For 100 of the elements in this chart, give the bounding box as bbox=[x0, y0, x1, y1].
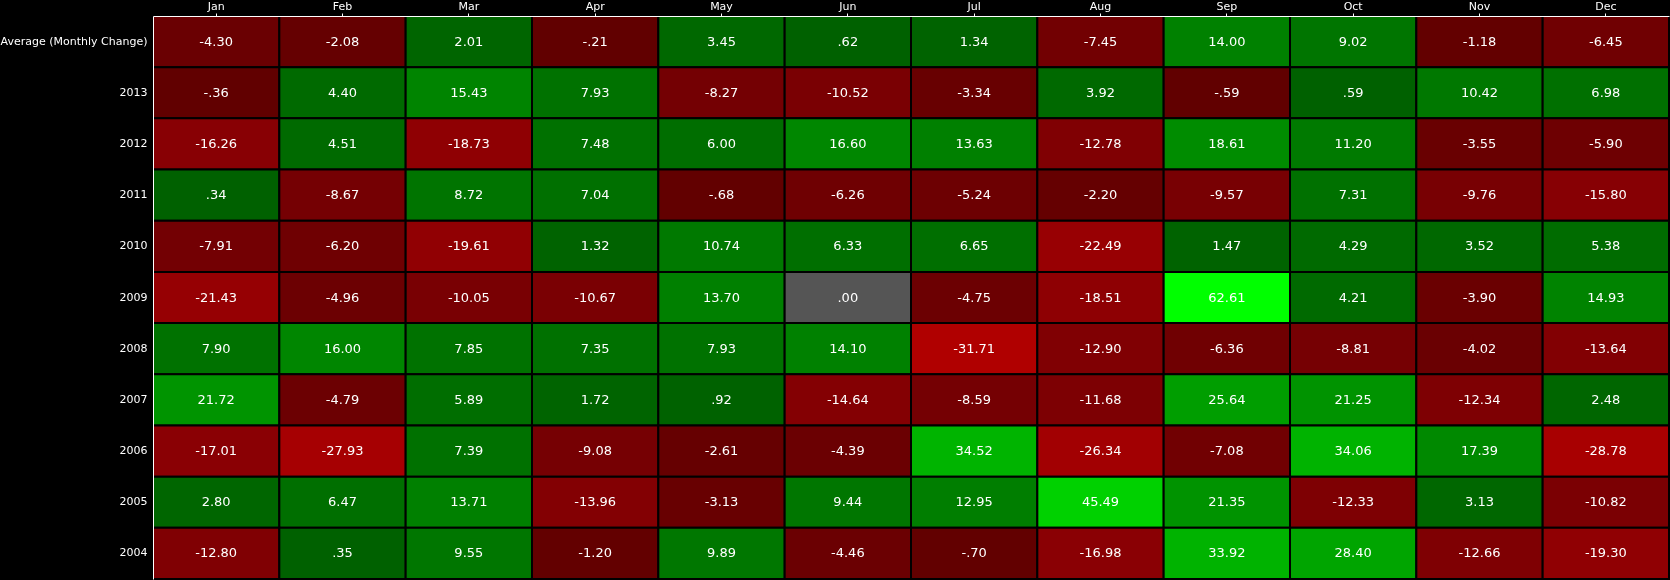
x-tick-label: Jul bbox=[966, 0, 981, 13]
data-label: 1.47 bbox=[1212, 238, 1242, 254]
data-label: 4.29 bbox=[1338, 238, 1368, 254]
data-label: 4.21 bbox=[1338, 289, 1368, 305]
data-label: -19.30 bbox=[1584, 545, 1627, 561]
data-label: -16.98 bbox=[1079, 545, 1122, 561]
data-label: -.68 bbox=[708, 187, 735, 203]
data-label: -8.27 bbox=[704, 84, 739, 100]
data-label: 5.89 bbox=[454, 391, 484, 407]
x-tick-label: Jan bbox=[206, 0, 225, 13]
data-label: -6.26 bbox=[831, 187, 865, 203]
data-label: 11.20 bbox=[1334, 135, 1372, 151]
y-tick-label: 2009 bbox=[119, 290, 148, 304]
data-label: .59 bbox=[1342, 84, 1364, 100]
data-label: 7.04 bbox=[580, 187, 610, 203]
data-label: .92 bbox=[711, 391, 732, 407]
data-label: -10.67 bbox=[574, 289, 617, 305]
data-label: -9.57 bbox=[1210, 187, 1244, 203]
x-tick-label: Nov bbox=[1468, 0, 1491, 13]
data-label: -19.61 bbox=[447, 238, 490, 254]
data-label: 7.48 bbox=[580, 135, 610, 151]
data-label: 14.00 bbox=[1208, 33, 1246, 49]
y-tick-label: 2006 bbox=[119, 444, 148, 458]
data-label: 28.40 bbox=[1334, 545, 1372, 561]
data-label: 16.00 bbox=[323, 340, 362, 356]
data-label: 33.92 bbox=[1208, 545, 1246, 561]
data-label: -3.55 bbox=[1462, 135, 1497, 151]
data-label: -.36 bbox=[203, 84, 229, 100]
data-label: 3.13 bbox=[1465, 494, 1494, 510]
data-label: 8.72 bbox=[454, 187, 484, 203]
data-label: -10.05 bbox=[447, 289, 490, 305]
data-label: .00 bbox=[837, 289, 859, 305]
x-tick-label: Feb bbox=[332, 0, 353, 13]
data-label: 10.74 bbox=[702, 238, 741, 254]
data-label: -31.71 bbox=[953, 340, 996, 356]
data-label: 12.95 bbox=[955, 494, 993, 510]
data-label: 9.02 bbox=[1338, 33, 1368, 49]
x-tick-label: Apr bbox=[585, 0, 606, 13]
data-label: -11.68 bbox=[1079, 391, 1122, 407]
data-label: -15.80 bbox=[1584, 187, 1627, 203]
data-label: 2.80 bbox=[201, 494, 231, 510]
data-label: 10.42 bbox=[1460, 84, 1499, 100]
data-label: -4.39 bbox=[831, 443, 865, 459]
y-tick-label: 2008 bbox=[119, 341, 148, 355]
data-label: -4.02 bbox=[1462, 340, 1497, 356]
data-label: 62.61 bbox=[1208, 289, 1246, 305]
x-tick-label: Jun bbox=[838, 0, 857, 13]
data-label: -12.78 bbox=[1079, 135, 1122, 151]
data-label: 21.72 bbox=[197, 391, 235, 407]
data-label: 3.45 bbox=[707, 33, 736, 49]
data-label: 9.55 bbox=[454, 545, 484, 561]
data-label: -3.90 bbox=[1462, 289, 1497, 305]
data-label: -1.18 bbox=[1462, 33, 1497, 49]
data-label: -9.08 bbox=[578, 443, 612, 459]
data-label: -3.34 bbox=[957, 84, 991, 100]
data-label: 34.06 bbox=[1334, 443, 1372, 459]
data-label: 7.31 bbox=[1338, 187, 1368, 203]
data-label: 1.34 bbox=[959, 33, 989, 49]
data-label: 7.35 bbox=[580, 340, 610, 356]
data-label: 13.71 bbox=[450, 494, 488, 510]
data-label: -1.20 bbox=[578, 545, 612, 561]
data-label: 34.52 bbox=[955, 443, 993, 459]
data-label: 7.93 bbox=[707, 340, 736, 356]
data-label: -16.26 bbox=[195, 135, 238, 151]
data-label: 5.38 bbox=[1591, 238, 1621, 254]
data-label: -17.01 bbox=[195, 443, 238, 459]
x-tick-label: Dec bbox=[1595, 0, 1617, 13]
data-label: -.21 bbox=[582, 33, 608, 49]
data-label: -10.82 bbox=[1584, 494, 1627, 510]
data-label: -.59 bbox=[1214, 84, 1240, 100]
data-label: -9.76 bbox=[1462, 187, 1497, 203]
data-label: -4.96 bbox=[325, 289, 360, 305]
data-label: -27.93 bbox=[321, 443, 364, 459]
data-label: 9.89 bbox=[707, 545, 736, 561]
data-label: 6.65 bbox=[959, 238, 989, 254]
data-label: -7.45 bbox=[1083, 33, 1118, 49]
data-label: 7.93 bbox=[580, 84, 610, 100]
x-tick-label: Oct bbox=[1343, 0, 1364, 13]
data-label: 7.39 bbox=[454, 443, 484, 459]
y-tick-label: 2011 bbox=[119, 188, 148, 202]
data-label: -4.30 bbox=[199, 33, 233, 49]
data-label: -6.45 bbox=[1589, 33, 1623, 49]
data-label: -2.61 bbox=[704, 443, 739, 459]
data-label: -13.64 bbox=[1584, 340, 1627, 356]
y-tick-label: 2013 bbox=[119, 85, 148, 99]
y-tick-label: 2005 bbox=[119, 495, 148, 509]
data-label: .34 bbox=[205, 187, 227, 203]
data-label: -7.08 bbox=[1210, 443, 1244, 459]
data-label: 3.52 bbox=[1465, 238, 1494, 254]
data-label: -4.75 bbox=[957, 289, 991, 305]
x-tick-label: Aug bbox=[1089, 0, 1112, 13]
data-label: 18.61 bbox=[1208, 135, 1246, 151]
data-label: -28.78 bbox=[1584, 443, 1627, 459]
data-label: 1.72 bbox=[580, 391, 610, 407]
data-label: 1.32 bbox=[580, 238, 610, 254]
data-label: -.70 bbox=[961, 545, 987, 561]
data-label: -10.52 bbox=[826, 84, 869, 100]
y-tick-label: 2010 bbox=[119, 239, 148, 253]
data-label: -4.79 bbox=[325, 391, 360, 407]
data-label: -26.34 bbox=[1079, 443, 1122, 459]
